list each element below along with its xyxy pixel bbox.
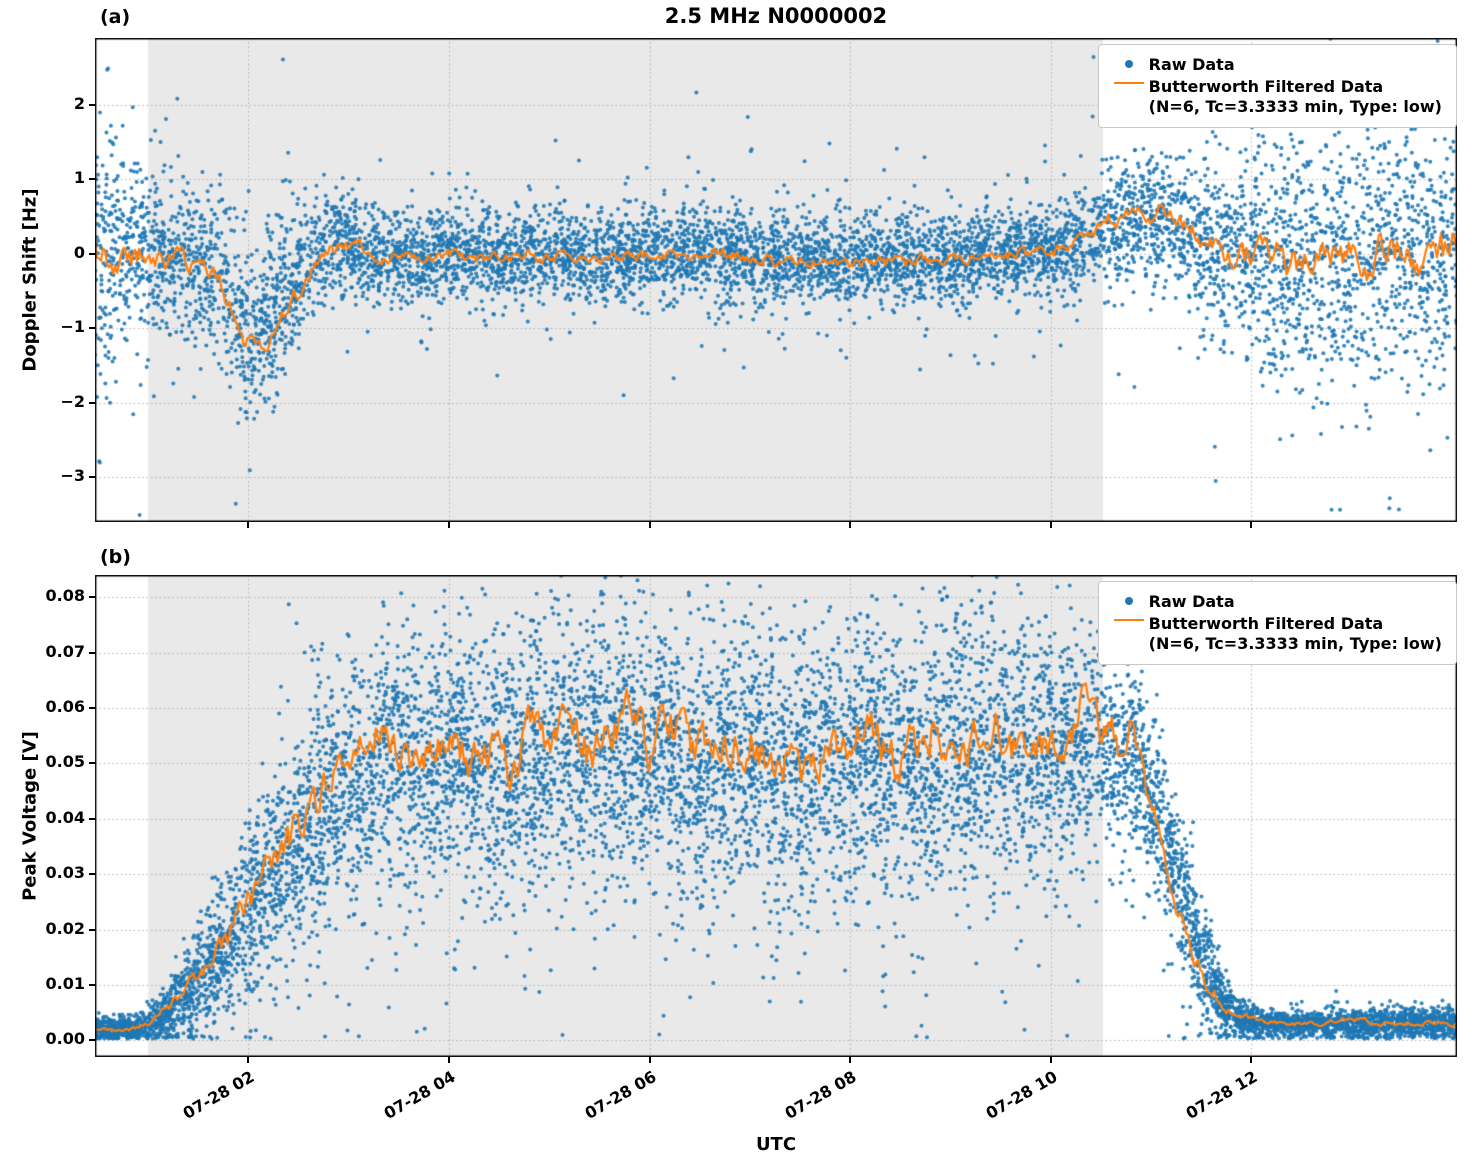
y-tick-label: −1	[60, 317, 85, 337]
y-tick-label: 0.05	[45, 752, 85, 772]
x-tick-mark	[849, 522, 852, 528]
y-tick-label: 2	[73, 94, 85, 113]
x-tick-mark	[1250, 522, 1253, 528]
x-tick-mark	[247, 522, 250, 528]
panel-b-label: (b)	[100, 546, 131, 568]
chart-title: 2.5 MHz N0000002	[664, 4, 888, 28]
legend-item-raw-data: Raw Data	[1109, 592, 1442, 612]
legend-filtered-label: Butterworth Filtered Data	[1148, 77, 1384, 96]
legend-filtered-label: Butterworth Filtered Data	[1148, 614, 1384, 633]
x-tick-mark	[1049, 1057, 1052, 1063]
x-tick-mark	[648, 522, 651, 528]
y-tick-label: −3	[60, 466, 85, 486]
filtered-data-marker-icon	[1113, 619, 1144, 621]
y-tick-mark	[89, 476, 95, 479]
x-tick-mark	[1049, 522, 1052, 528]
legend-item-raw-data: Raw Data	[1109, 55, 1442, 75]
x-tick-mark	[648, 1057, 651, 1063]
legend-raw-label: Raw Data	[1148, 55, 1235, 74]
x-tick-label: 07-28 06	[581, 1067, 660, 1123]
x-axis-label: UTC	[755, 1134, 797, 1155]
x-tick-label: 07-28 08	[781, 1067, 860, 1123]
legend-item-filtered-data: Butterworth Filtered Data (N=6, Tc=3.333…	[1109, 614, 1442, 654]
y-tick-label: 0.04	[45, 807, 85, 827]
y-tick-mark	[89, 252, 95, 255]
y-tick-mark	[89, 983, 95, 986]
y-tick-mark	[89, 1039, 95, 1042]
legend-filtered-sublabel: (N=6, Tc=3.3333 min, Type: low)	[1148, 634, 1442, 653]
y-tick-mark	[89, 104, 95, 106]
y-tick-mark	[89, 651, 95, 654]
y-tick-mark	[89, 178, 95, 181]
y-tick-label: 0.07	[45, 641, 85, 661]
y-tick-label: 0.08	[45, 586, 85, 606]
y-tick-label: 1	[73, 168, 85, 188]
y-tick-mark	[89, 596, 95, 599]
legend-item-filtered-data: Butterworth Filtered Data (N=6, Tc=3.333…	[1109, 77, 1442, 117]
y-tick-mark	[89, 817, 95, 820]
x-tick-label: 07-28 12	[1182, 1067, 1261, 1123]
x-tick-mark	[448, 522, 451, 528]
y-tick-label: 0.03	[45, 863, 85, 883]
legend-filtered-sublabel: (N=6, Tc=3.3333 min, Type: low)	[1148, 97, 1442, 116]
legend-panel-a: Raw Data Butterworth Filtered Data (N=6,…	[1097, 44, 1457, 128]
y-tick-label: 0	[73, 242, 85, 262]
raw-data-marker-icon	[1124, 60, 1133, 68]
panel-a-label: (a)	[100, 6, 131, 28]
y-tick-label: 0.02	[45, 918, 85, 938]
y-tick-mark	[89, 401, 95, 404]
y-tick-mark	[89, 762, 95, 765]
filtered-data-marker-icon	[1113, 82, 1144, 84]
y-tick-label: 0.01	[45, 973, 85, 993]
legend-raw-label: Raw Data	[1148, 592, 1235, 611]
y-tick-label: 0.00	[45, 1029, 85, 1049]
x-tick-label: 07-28 04	[380, 1067, 459, 1123]
x-tick-label: 07-28 10	[982, 1067, 1061, 1123]
x-tick-mark	[247, 1057, 250, 1063]
y-tick-label: −2	[60, 391, 85, 411]
y-tick-mark	[89, 706, 95, 709]
y-tick-mark	[89, 928, 95, 931]
y-tick-label: 0.06	[45, 696, 85, 716]
x-tick-label: 07-28 02	[180, 1067, 258, 1123]
y-tick-mark	[89, 327, 95, 330]
legend-panel-b: Raw Data Butterworth Filtered Data (N=6,…	[1097, 581, 1457, 665]
x-tick-mark	[448, 1057, 451, 1063]
x-tick-mark	[849, 1057, 852, 1063]
y-tick-mark	[89, 873, 95, 876]
raw-data-marker-icon	[1124, 597, 1133, 605]
x-tick-mark	[1250, 1057, 1253, 1063]
y-axis-label-doppler: Doppler Shift [Hz]	[19, 188, 41, 372]
